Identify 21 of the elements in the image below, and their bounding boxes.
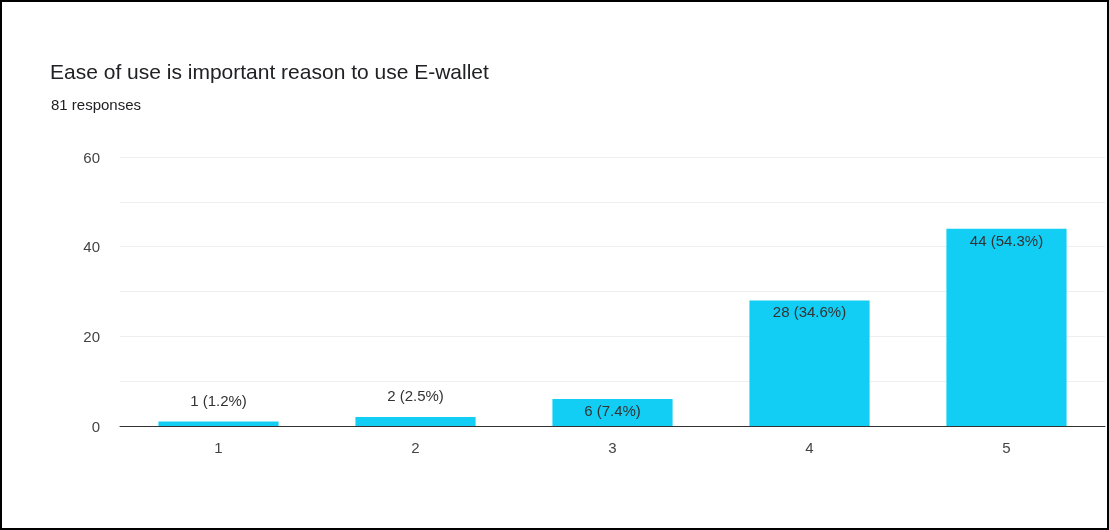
x-tick-label: 5 (1002, 439, 1011, 456)
chart-title: Ease of use is important reason to use E-wallet (50, 60, 490, 83)
bar (355, 417, 476, 426)
bar (749, 300, 870, 426)
data-label: 2 (2.5%) (387, 387, 444, 405)
chart-subtitle: 81 responses (51, 96, 142, 113)
y-tick-label: 60 (83, 148, 100, 166)
data-label: 1 (1.2%) (190, 391, 247, 409)
x-tick-label: 2 (411, 439, 420, 456)
x-tick-label: 1 (214, 439, 223, 456)
data-label: 28 (34.6%) (772, 303, 847, 321)
data-label: 6 (7.4%) (584, 402, 641, 420)
bar (946, 228, 1067, 426)
y-tick-label: 0 (91, 417, 100, 435)
y-tick-label: 20 (83, 327, 100, 345)
y-tick-label: 40 (83, 238, 100, 256)
data-label: 44 (54.3%) (969, 231, 1044, 249)
bar (552, 399, 673, 426)
bar (158, 421, 279, 426)
x-tick-label: 3 (608, 439, 617, 456)
x-tick-label: 4 (805, 439, 814, 456)
